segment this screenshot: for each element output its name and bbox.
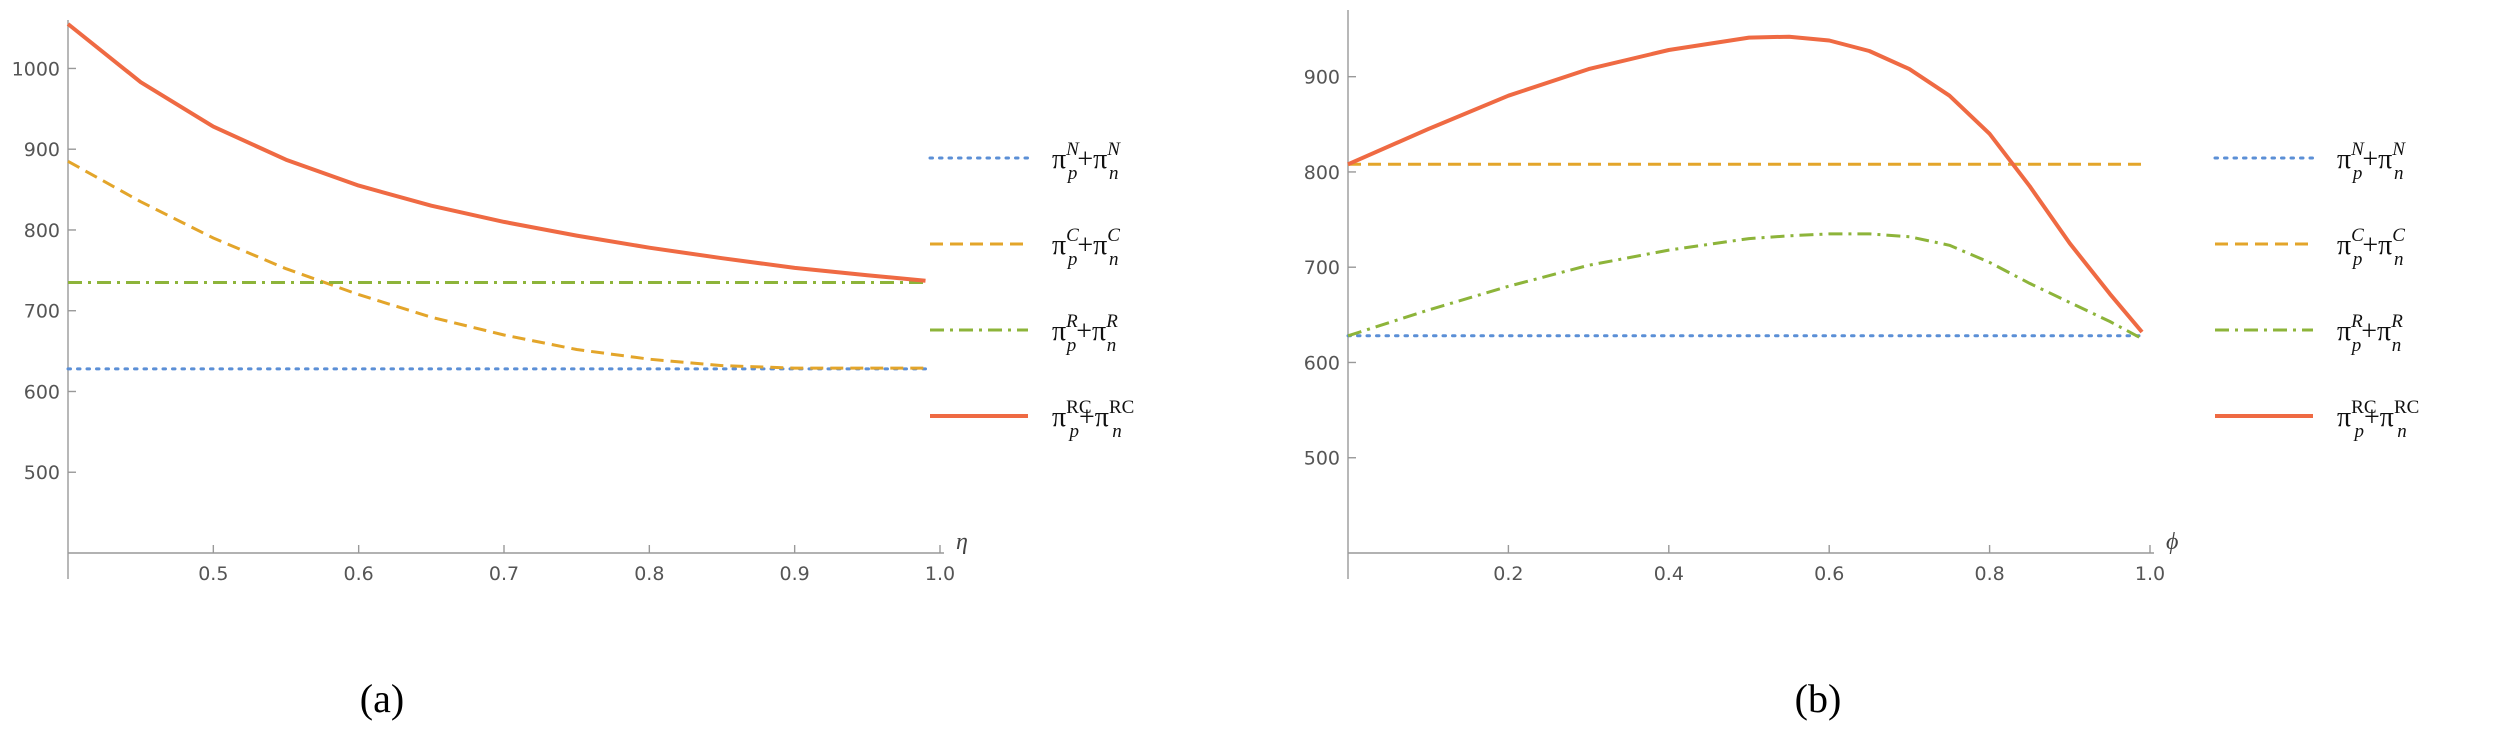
legend-entry-rc: πRC p+πRC n xyxy=(2337,397,2419,442)
panel-a-label: (a) xyxy=(360,676,404,721)
legend-superscript: R xyxy=(2350,311,2363,332)
y-tick-label: 900 xyxy=(24,139,60,161)
legend-subscript: n xyxy=(1107,335,1117,356)
legend-superscript: C xyxy=(1107,225,1120,246)
legend-plus: + xyxy=(2361,316,2377,347)
legend-superscript: RC xyxy=(2351,397,2376,418)
legend-plus: + xyxy=(2362,230,2378,261)
legend-pi: π xyxy=(1093,144,1107,175)
x-tick-label: 0.7 xyxy=(489,563,519,585)
legend-pi: π xyxy=(1052,402,1066,433)
x-tick-label: 0.4 xyxy=(1654,563,1684,585)
legend-superscript: C xyxy=(2392,225,2405,246)
legend-pi: π xyxy=(1093,230,1107,261)
legend-plus: + xyxy=(2362,144,2378,175)
series-line-rc xyxy=(1347,34,2144,334)
legend-superscript: N xyxy=(2350,139,2365,160)
y-tick-label: 700 xyxy=(1304,257,1340,279)
legend-subscript: n xyxy=(2394,163,2404,184)
legend-plus: + xyxy=(1079,402,1095,433)
legend-subscript: p xyxy=(2353,421,2365,442)
legend-pi: π xyxy=(2337,316,2351,347)
legend-plus: + xyxy=(1077,230,1093,261)
legend-entry-r: πR p+πR n xyxy=(2337,311,2403,356)
x-tick-label: 0.2 xyxy=(1493,563,1523,585)
legend-superscript: R xyxy=(1065,311,1078,332)
y-tick-label: 1000 xyxy=(12,58,60,80)
legend-pi: π xyxy=(2337,144,2351,175)
legend-subscript: p xyxy=(1065,335,1077,356)
y-tick-label: 500 xyxy=(24,462,60,484)
y-tick-label: 600 xyxy=(24,381,60,403)
legend-pi: π xyxy=(2337,230,2351,261)
legend-entry-c: πC p+πC n xyxy=(1052,225,1120,270)
legend-superscript: R xyxy=(2390,311,2403,332)
legend-pi: π xyxy=(1095,402,1109,433)
legend-superscript: RC xyxy=(2394,397,2419,418)
legend-pi: π xyxy=(1052,230,1066,261)
legend-superscript: N xyxy=(2391,139,2406,160)
legend-subscript: p xyxy=(2351,163,2363,184)
legend-superscript: N xyxy=(1065,139,1080,160)
legend-pi: π xyxy=(2378,230,2392,261)
x-tick-label: 0.9 xyxy=(780,563,810,585)
legend-entry-n: πN p+πN n xyxy=(2337,139,2406,184)
legend-pi: π xyxy=(1052,144,1066,175)
legend-superscript: C xyxy=(1066,225,1079,246)
legend-entry-r: πR p+πR n xyxy=(1052,311,1118,356)
legend-plus: + xyxy=(2364,402,2380,433)
panel-b-label: (b) xyxy=(1795,676,1842,721)
legend-superscript: C xyxy=(2351,225,2364,246)
legend-subscript: n xyxy=(2394,249,2404,270)
legend-plus: + xyxy=(1076,316,1092,347)
legend-entry-c: πC p+πC n xyxy=(2337,225,2405,270)
legend-pi: π xyxy=(2378,144,2392,175)
y-tick-label: 800 xyxy=(24,220,60,242)
legend-subscript: n xyxy=(2397,421,2407,442)
x-tick-label: 0.6 xyxy=(344,563,374,585)
legend-pi: π xyxy=(1092,316,1106,347)
legend-entry-rc: πRC p+πRC n xyxy=(1052,397,1134,442)
legend-pi: π xyxy=(2337,402,2351,433)
x-tick-label: 0.8 xyxy=(1974,563,2004,585)
legend-pi: π xyxy=(1052,316,1066,347)
y-tick-label: 600 xyxy=(1304,352,1340,374)
legend-subscript: n xyxy=(2392,335,2402,356)
legend-superscript: R xyxy=(1105,311,1118,332)
legend-subscript: n xyxy=(1112,421,1122,442)
legend-pi: π xyxy=(2377,316,2391,347)
legend-subscript: p xyxy=(2351,249,2363,270)
x-tick-label: 0.6 xyxy=(1814,563,1844,585)
series-line-rc xyxy=(66,22,926,283)
legend-pi: π xyxy=(2380,402,2394,433)
y-tick-label: 700 xyxy=(24,301,60,323)
legend-entry-n: πN p+πN n xyxy=(1052,139,1121,184)
legend-subscript: p xyxy=(1068,421,1080,442)
legend-plus: + xyxy=(1077,144,1093,175)
x-tick-label: 1.0 xyxy=(925,563,955,585)
x-tick-label: 1.0 xyxy=(2135,563,2165,585)
legend-subscript: n xyxy=(1109,249,1119,270)
y-tick-label: 500 xyxy=(1304,448,1340,470)
series-line-r xyxy=(1347,232,2143,341)
legend-superscript: RC xyxy=(1109,397,1134,418)
legend-subscript: p xyxy=(2350,335,2362,356)
series-line-c xyxy=(67,159,926,370)
legend-superscript: N xyxy=(1106,139,1121,160)
legend-subscript: p xyxy=(1066,249,1078,270)
x-axis-label: η xyxy=(956,529,968,555)
legend-subscript: p xyxy=(1066,163,1078,184)
x-axis-label: ϕ xyxy=(2166,529,2178,555)
y-tick-label: 900 xyxy=(1304,67,1340,89)
x-tick-label: 0.5 xyxy=(198,563,228,585)
y-tick-label: 800 xyxy=(1304,162,1340,184)
x-tick-label: 0.8 xyxy=(634,563,664,585)
legend-superscript: RC xyxy=(1066,397,1091,418)
legend-subscript: n xyxy=(1109,163,1119,184)
